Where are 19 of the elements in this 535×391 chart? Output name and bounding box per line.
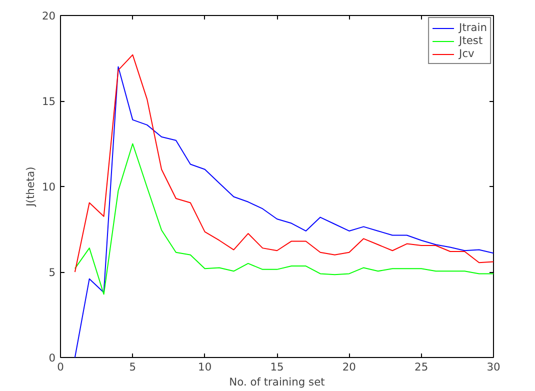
x-tick-label: 10: [198, 360, 212, 374]
y-tick-label: 15: [42, 95, 56, 108]
x-tick-label: 25: [414, 360, 428, 374]
y-axis-title: J(theta): [24, 166, 37, 208]
y-tick-label: 10: [42, 180, 56, 194]
y-tick-label: 0: [48, 352, 56, 364]
x-tick-label: 20: [342, 360, 356, 374]
legend-label: Jtest: [459, 34, 483, 47]
x-axis-title: No. of training set: [229, 376, 325, 388]
line-series: [74, 143, 494, 295]
x-tick-label: 0: [57, 360, 64, 374]
legend-label: Jcv: [459, 47, 476, 60]
x-tick-label: 5: [129, 360, 136, 374]
y-tick-label: 20: [42, 10, 56, 22]
y-tick-label: 5: [48, 266, 56, 279]
x-tick-label: 15: [270, 360, 284, 374]
legend-label: Jtrain: [459, 21, 487, 34]
x-tick-label: 30: [486, 360, 500, 374]
line-series: [74, 66, 494, 358]
